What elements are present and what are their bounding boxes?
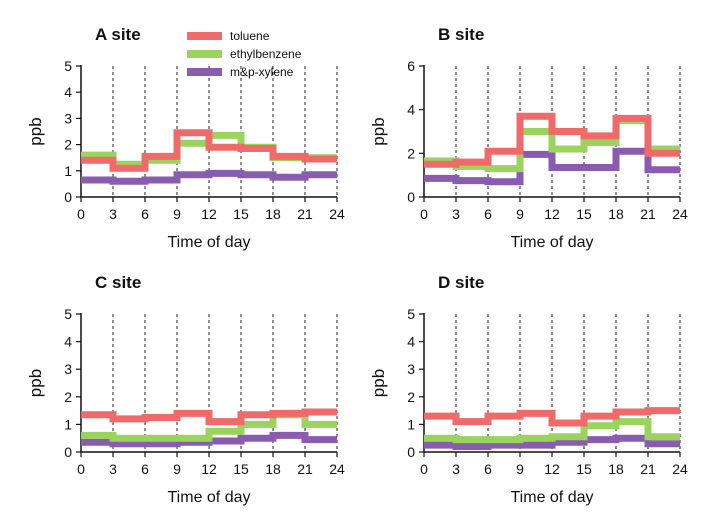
y-tick-label: 4 <box>407 334 415 350</box>
x-tick-label: 12 <box>544 206 560 222</box>
x-axis-label: Time of day <box>511 234 594 251</box>
x-tick-label: 24 <box>672 461 688 477</box>
y-tick-label: 0 <box>64 444 72 460</box>
series-line-m-p-xylene <box>424 434 680 450</box>
x-tick-label: 18 <box>608 461 624 477</box>
y-tick-label: 4 <box>407 102 415 118</box>
x-tick-label: 15 <box>233 461 249 477</box>
x-tick-label: 12 <box>201 461 217 477</box>
panel-title: B site <box>438 25 484 44</box>
y-tick-label: 6 <box>407 58 415 74</box>
x-tick-label: 15 <box>576 206 592 222</box>
y-axis-label: ppb <box>26 117 45 145</box>
x-tick-label: 0 <box>77 206 85 222</box>
x-tick-label: 21 <box>640 461 656 477</box>
series-line-toluene <box>81 408 337 426</box>
y-axis-label: ppb <box>26 369 45 397</box>
x-tick-label: 24 <box>672 206 688 222</box>
x-tick-label: 24 <box>329 206 345 222</box>
x-tick-label: 15 <box>233 206 249 222</box>
series-line-toluene <box>424 407 680 427</box>
y-tick-label: 5 <box>407 306 415 322</box>
y-tick-label: 3 <box>64 110 72 126</box>
y-tick-label: 5 <box>64 306 72 322</box>
y-tick-label: 0 <box>407 189 415 205</box>
x-tick-label: 21 <box>640 206 656 222</box>
panel-title: D site <box>438 273 484 292</box>
x-tick-label: 18 <box>608 206 624 222</box>
x-tick-label: 15 <box>576 461 592 477</box>
y-tick-label: 4 <box>64 84 72 100</box>
y-tick-label: 1 <box>64 416 72 432</box>
x-tick-label: 6 <box>484 206 492 222</box>
x-tick-label: 3 <box>452 461 460 477</box>
x-tick-label: 6 <box>484 461 492 477</box>
y-tick-label: 0 <box>64 189 72 205</box>
x-tick-label: 9 <box>173 461 181 477</box>
series-line-toluene <box>424 112 680 168</box>
y-tick-label: 2 <box>407 389 415 405</box>
series-line-toluene <box>81 129 337 172</box>
x-tick-label: 9 <box>516 206 524 222</box>
x-tick-label: 12 <box>201 206 217 222</box>
x-tick-label: 18 <box>265 206 281 222</box>
y-tick-label: 3 <box>64 361 72 377</box>
x-axis-label: Time of day <box>511 489 594 506</box>
x-tick-label: 18 <box>265 461 281 477</box>
x-axis-label: Time of day <box>168 234 251 251</box>
y-axis-label: ppb <box>369 117 388 145</box>
y-tick-label: 4 <box>64 334 72 350</box>
legend: toluene ethylbenzene m&p-xylene <box>187 29 302 79</box>
y-axis-label: ppb <box>369 369 388 397</box>
x-tick-label: 3 <box>452 206 460 222</box>
y-tick-label: 3 <box>407 361 415 377</box>
x-tick-label: 21 <box>297 461 313 477</box>
x-tick-label: 0 <box>420 206 428 222</box>
x-tick-label: 9 <box>516 461 524 477</box>
y-tick-label: 5 <box>64 58 72 74</box>
y-tick-label: 0 <box>407 444 415 460</box>
panel-title: C site <box>95 273 141 292</box>
x-tick-label: 21 <box>297 206 313 222</box>
x-tick-label: 0 <box>77 461 85 477</box>
x-tick-label: 9 <box>173 206 181 222</box>
x-tick-label: 24 <box>329 461 345 477</box>
y-tick-label: 1 <box>407 416 415 432</box>
legend-label: ethylbenzene <box>230 47 302 61</box>
y-tick-label: 2 <box>407 145 415 161</box>
panel-title: A site <box>95 25 141 44</box>
x-axis-label: Time of day <box>168 489 251 506</box>
legend-label: m&p-xylene <box>230 65 294 79</box>
y-tick-label: 1 <box>64 163 72 179</box>
x-tick-label: 3 <box>109 206 117 222</box>
y-tick-label: 2 <box>64 137 72 153</box>
x-tick-label: 6 <box>141 461 149 477</box>
series-line-m-p-xylene <box>81 169 337 185</box>
series-line-ethylbenzene <box>424 418 680 444</box>
x-tick-label: 0 <box>420 461 428 477</box>
x-tick-label: 3 <box>109 461 117 477</box>
legend-label: toluene <box>230 29 270 43</box>
x-tick-label: 12 <box>544 461 560 477</box>
x-tick-label: 6 <box>141 206 149 222</box>
series-line-m-p-xylene <box>424 147 680 186</box>
y-tick-label: 2 <box>64 389 72 405</box>
